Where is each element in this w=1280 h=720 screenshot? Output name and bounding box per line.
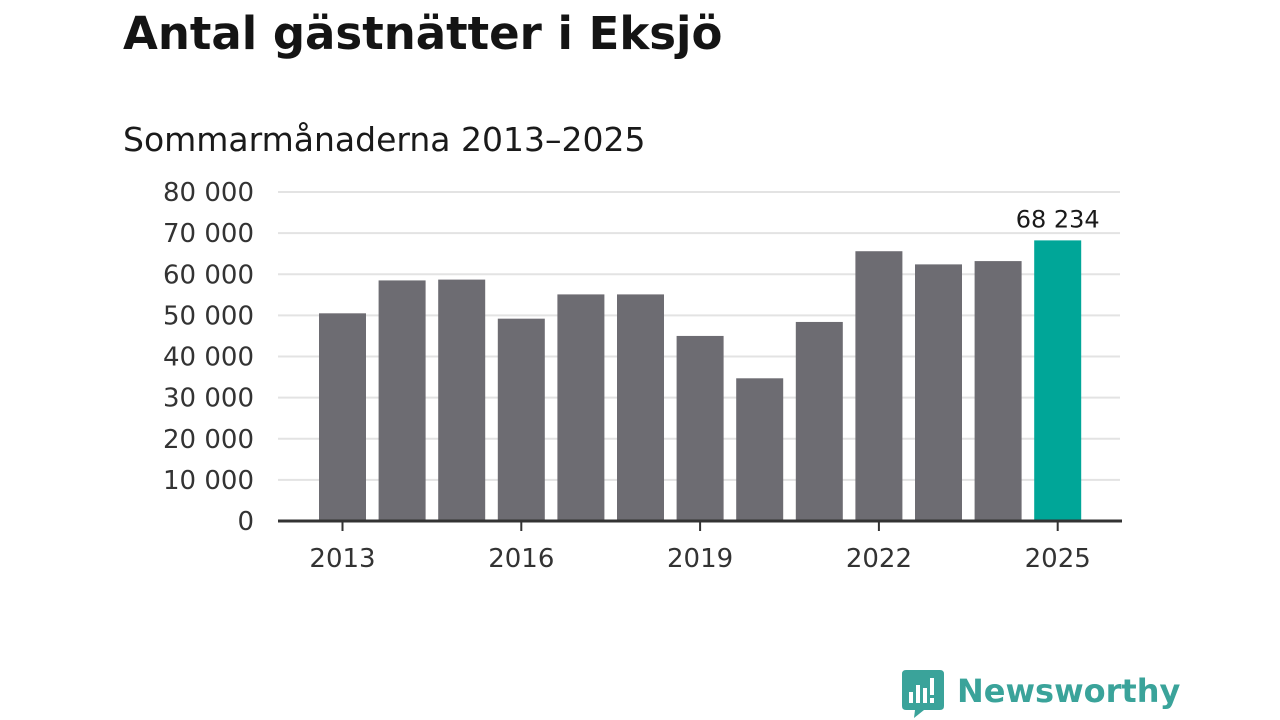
newsworthy-logo: Newsworthy [902,670,1180,720]
y-tick-label: 80 000 [163,178,254,208]
bar-2023 [915,264,962,521]
newsworthy-logo-icon [902,670,944,718]
x-tick-label: 2022 [846,544,912,574]
y-axis-tick-labels: 0 10 000 20 000 30 000 40 000 50 000 60 000 70 … [163,178,254,537]
bar-2015 [438,279,486,521]
y-tick-label: 10 000 [163,466,254,496]
x-tick-label: 2019 [667,544,733,574]
bar-2019 [676,335,724,521]
y-tick-label: 60 000 [163,260,254,290]
y-tick-label: 50 000 [163,301,254,331]
bar-2025 [1034,240,1082,521]
bar-2017 [557,294,605,521]
bars [319,240,1082,521]
chart-title: Antal gästnätter i Eksjö [123,7,723,60]
bar-2020 [736,378,784,521]
y-tick-label: 70 000 [163,219,254,249]
value-label-2025: 68 234 [1016,205,1100,233]
brand-name: Newsworthy [957,672,1181,710]
x-tick-label: 2025 [1025,544,1091,574]
bar-2016 [497,318,545,521]
bar-2024 [974,261,1022,521]
value-labels: 68 234 [1016,205,1100,233]
x-tick-label: 2016 [488,544,554,574]
y-tick-label: 0 [237,507,254,537]
y-tick-label: 30 000 [163,384,254,414]
bar-2018 [617,294,664,521]
y-tick-label: 20 000 [163,425,254,455]
bar-2021 [795,321,843,521]
bar-2013 [319,313,366,521]
chart-subtitle: Sommarmånaderna 2013–2025 [123,120,646,159]
y-tick-label: 40 000 [163,343,254,373]
bar-2022 [855,251,903,521]
x-axis-tick-labels: 2013 2016 2019 2022 2025 [309,521,1091,574]
x-tick-label: 2013 [309,544,375,574]
bar-2014 [378,280,426,521]
